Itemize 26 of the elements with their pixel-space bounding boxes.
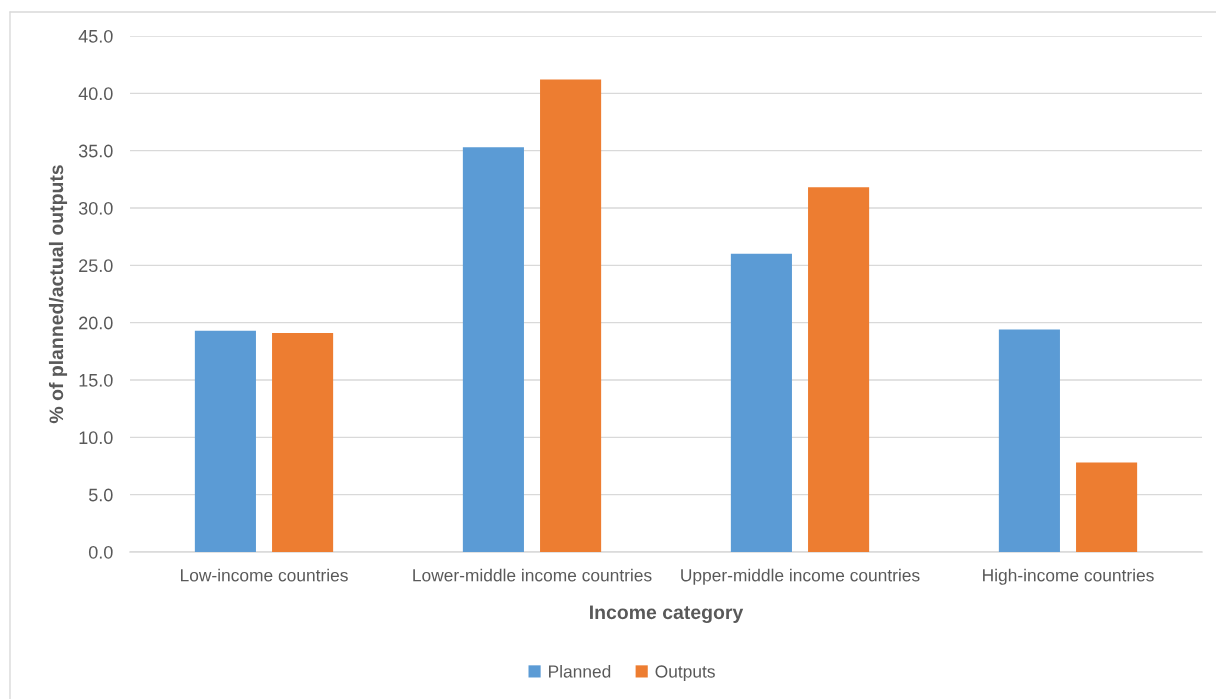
y-tick-label: 40.0 <box>78 87 113 101</box>
bar <box>730 253 792 552</box>
x-axis-title: Income category <box>590 605 744 624</box>
x-tick-label: Lower-middle income countries <box>413 568 652 582</box>
y-tick-label: 0.0 <box>88 545 113 559</box>
y-axis-title: % of planned/actual outputs <box>48 165 68 424</box>
bar <box>540 79 602 552</box>
y-tick-label: 30.0 <box>78 201 113 215</box>
y-tick-label: 15.0 <box>79 373 113 387</box>
legend-label: Planned <box>549 664 611 678</box>
x-tick-label: Upper-middle income countries <box>681 568 920 585</box>
y-tick-label: 20.0 <box>79 316 113 330</box>
y-tick-label: 35.0 <box>78 144 113 158</box>
legend-label: Outputs <box>655 665 715 682</box>
bar <box>272 332 334 552</box>
x-tick-label: High-income countries <box>983 568 1154 585</box>
y-tick-label: 45.0 <box>78 29 113 43</box>
bar <box>1076 462 1138 552</box>
bar <box>998 329 1060 552</box>
bar <box>194 330 256 552</box>
bar <box>462 147 524 552</box>
y-tick-label: 5.0 <box>88 488 113 502</box>
y-tick-label: 25.0 <box>79 259 113 273</box>
x-tick-label: Low-income countries <box>181 568 348 582</box>
bar <box>808 187 870 552</box>
y-tick-label: 10.0 <box>79 431 113 445</box>
